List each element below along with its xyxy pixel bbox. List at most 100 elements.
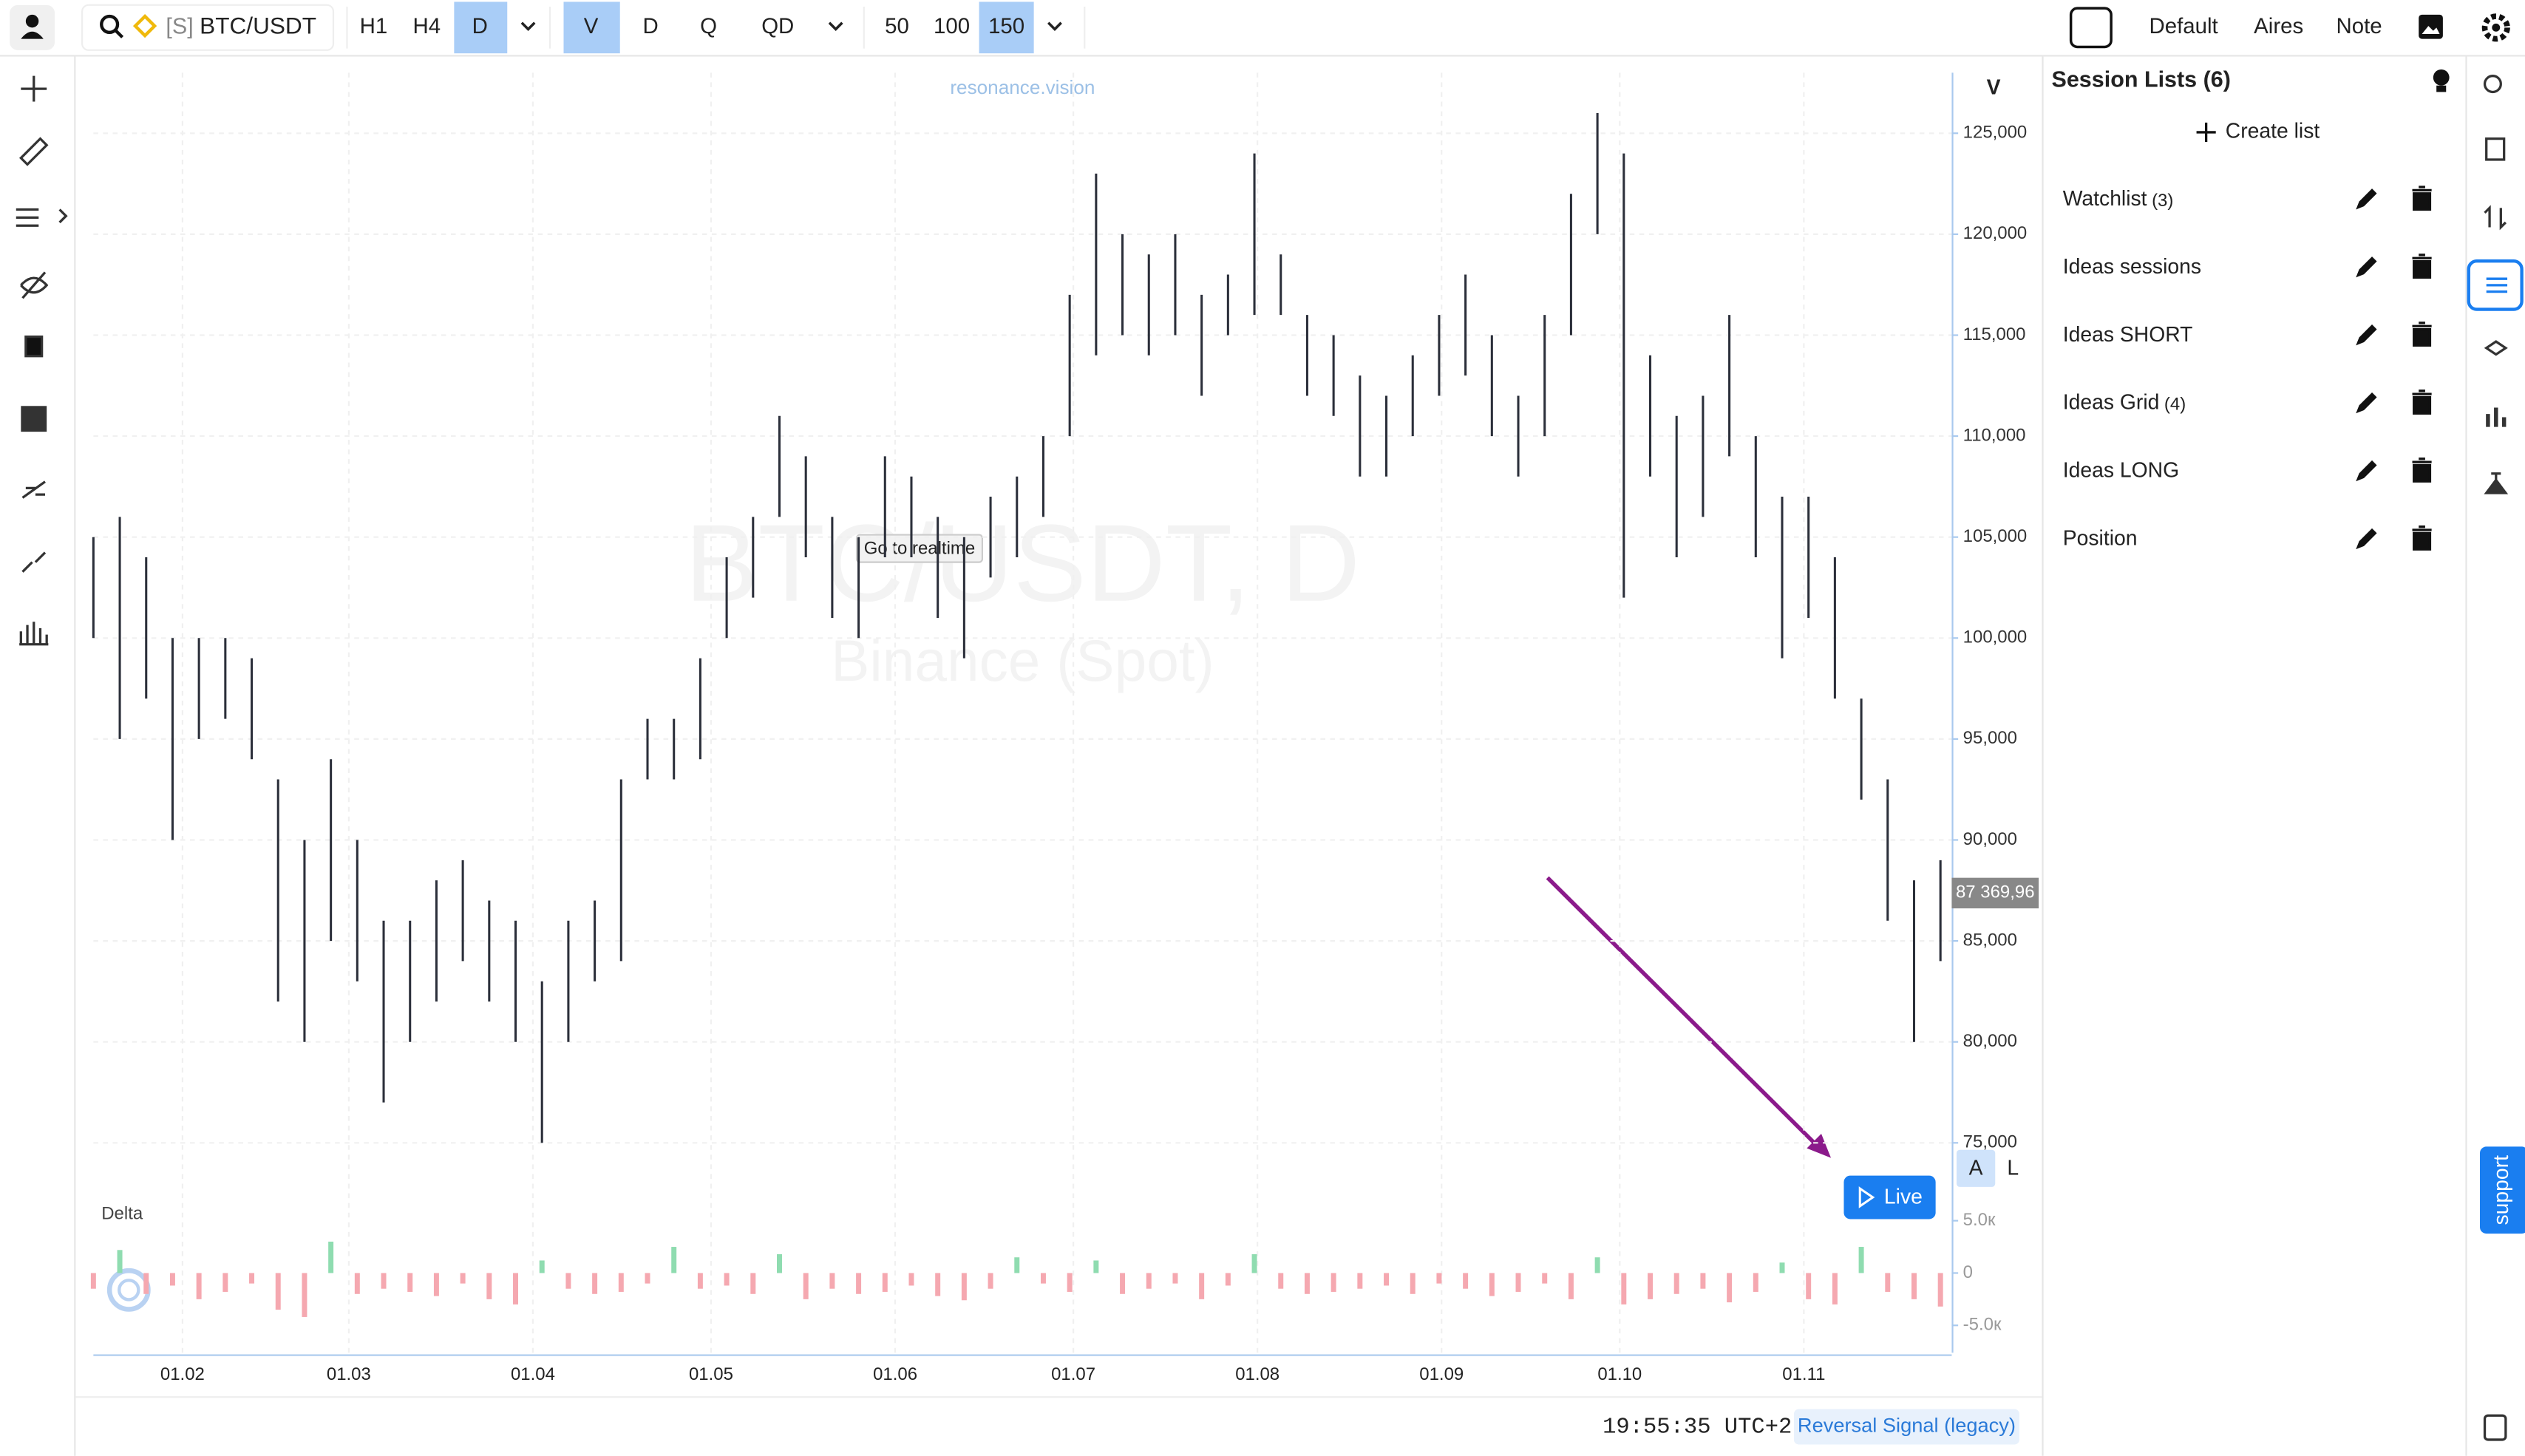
axis-title[interactable]: V (1987, 76, 2001, 100)
toolbar-button[interactable]: H1 (360, 14, 388, 38)
toolbar-button[interactable]: 100 (934, 14, 970, 38)
live-button[interactable] (1843, 1175, 1936, 1219)
user-icon (21, 31, 44, 39)
delta-bar (539, 1260, 545, 1273)
toolbar-button[interactable]: D (472, 14, 488, 38)
toolbar-button[interactable]: 150 (988, 14, 1024, 38)
screenshot-button[interactable] (2419, 14, 2443, 39)
chevron[interactable] (1047, 21, 1062, 31)
bulb-icon[interactable] (2433, 69, 2450, 86)
notes-panel[interactable] (2485, 137, 2506, 161)
delta-bar (750, 1273, 756, 1294)
support-tab[interactable] (2480, 1146, 2525, 1234)
delta-bar (565, 1273, 571, 1289)
y-tick-label: 120,000 (1963, 223, 2028, 243)
toolbar-button[interactable]: 50 (885, 14, 909, 38)
trend-tool[interactable] (21, 480, 46, 499)
delta-bar (856, 1273, 862, 1294)
orders-panel[interactable] (2484, 205, 2507, 231)
lab-panel[interactable] (2484, 472, 2509, 494)
delta-bar (381, 1273, 387, 1289)
edit-button[interactable] (2356, 392, 2377, 414)
lists-panel[interactable] (2467, 259, 2524, 311)
settings-icon (2492, 23, 2501, 32)
panel-title: Session Lists (6) (2052, 67, 2231, 92)
watermark-brand: resonance.vision (950, 76, 1095, 98)
delete-button[interactable] (2412, 254, 2432, 279)
edit-button[interactable] (2356, 324, 2377, 346)
delta-bar (1727, 1273, 1733, 1303)
delta-bar (1251, 1253, 1257, 1273)
left-tools (16, 75, 68, 646)
delta-bar (1700, 1273, 1706, 1289)
scale-mode[interactable]: A (1969, 1156, 1983, 1180)
ruler-tool[interactable] (19, 137, 49, 166)
clipboard-panel[interactable] (2483, 1414, 2507, 1441)
toolbar-button[interactable]: Default (2150, 14, 2218, 38)
chevron[interactable] (828, 21, 843, 31)
live-label: Live (1884, 1185, 1923, 1209)
settings-button[interactable] (2481, 13, 2510, 42)
edit-button[interactable] (2356, 256, 2377, 278)
x-tick-label: 01.03 (327, 1364, 371, 1384)
delta-bar (117, 1250, 123, 1273)
search-icon (100, 14, 120, 35)
delete-button[interactable] (2412, 389, 2432, 415)
delta-bar (618, 1273, 624, 1292)
create-list[interactable]: Create list (2226, 119, 2320, 143)
delta-bar (513, 1273, 519, 1304)
toolbar-button[interactable]: D (643, 14, 659, 38)
toolbar-button[interactable]: Aires (2254, 14, 2303, 38)
scale-mode-active[interactable] (1956, 1149, 1996, 1187)
delta-bar (1120, 1273, 1126, 1294)
chevron[interactable] (520, 21, 536, 31)
volume-tool[interactable] (19, 622, 49, 646)
compress-tool[interactable] (21, 551, 47, 573)
live-icon (1858, 1186, 1875, 1208)
expand-tool[interactable] (58, 208, 68, 224)
delete-button[interactable] (2412, 186, 2432, 211)
create-icon[interactable] (2196, 122, 2216, 142)
delete-button[interactable] (2412, 457, 2432, 483)
hide-tool[interactable] (20, 271, 49, 299)
delta-bar (1146, 1273, 1152, 1289)
toolbar-button[interactable]: Q (700, 14, 717, 38)
search-panel[interactable] (2483, 75, 2502, 94)
list-name[interactable]: Watchlist (2063, 187, 2147, 211)
crosshair-tool[interactable] (21, 75, 47, 102)
delta-bar (935, 1273, 941, 1296)
color-button[interactable] (2069, 7, 2113, 49)
toolbar-button[interactable]: V (584, 14, 599, 38)
goto-realtime[interactable] (855, 534, 984, 563)
delta-bar (460, 1273, 466, 1284)
signal-badge[interactable] (1793, 1409, 2019, 1445)
delete-button[interactable] (2412, 322, 2432, 347)
drawings-tool[interactable] (16, 208, 39, 227)
delta-bar (1753, 1273, 1758, 1292)
list-name[interactable]: Ideas SHORT (2063, 323, 2193, 347)
toolbar-button[interactable]: Note (2337, 14, 2382, 38)
delete-tool[interactable] (24, 335, 44, 358)
x-tick-label: 01.05 (689, 1364, 733, 1384)
edit-button[interactable] (2356, 528, 2377, 550)
delta-bar (1542, 1273, 1548, 1284)
layout-tool[interactable] (21, 406, 47, 432)
delta-bar (1040, 1273, 1046, 1284)
toolbar-button[interactable]: H4 (413, 14, 441, 38)
list-name[interactable]: Ideas LONG (2063, 459, 2179, 483)
stats-panel[interactable] (2486, 407, 2507, 427)
scale-mode[interactable]: L (2007, 1156, 2019, 1180)
edit-button[interactable] (2356, 460, 2377, 482)
lists-icon (2486, 277, 2508, 293)
delete-button[interactable] (2412, 525, 2432, 551)
delta-bar (1384, 1273, 1390, 1286)
layers-panel[interactable] (2484, 340, 2508, 356)
delta-bar (908, 1273, 914, 1286)
list-name[interactable]: Ideas sessions (2063, 255, 2201, 279)
list-name[interactable]: Ideas Grid (2063, 391, 2160, 415)
toolbar-button[interactable]: QD (761, 14, 794, 38)
logo (118, 1279, 140, 1302)
delta-bar (1093, 1260, 1099, 1273)
edit-button[interactable] (2356, 188, 2377, 210)
list-name[interactable]: Position (2063, 527, 2138, 551)
